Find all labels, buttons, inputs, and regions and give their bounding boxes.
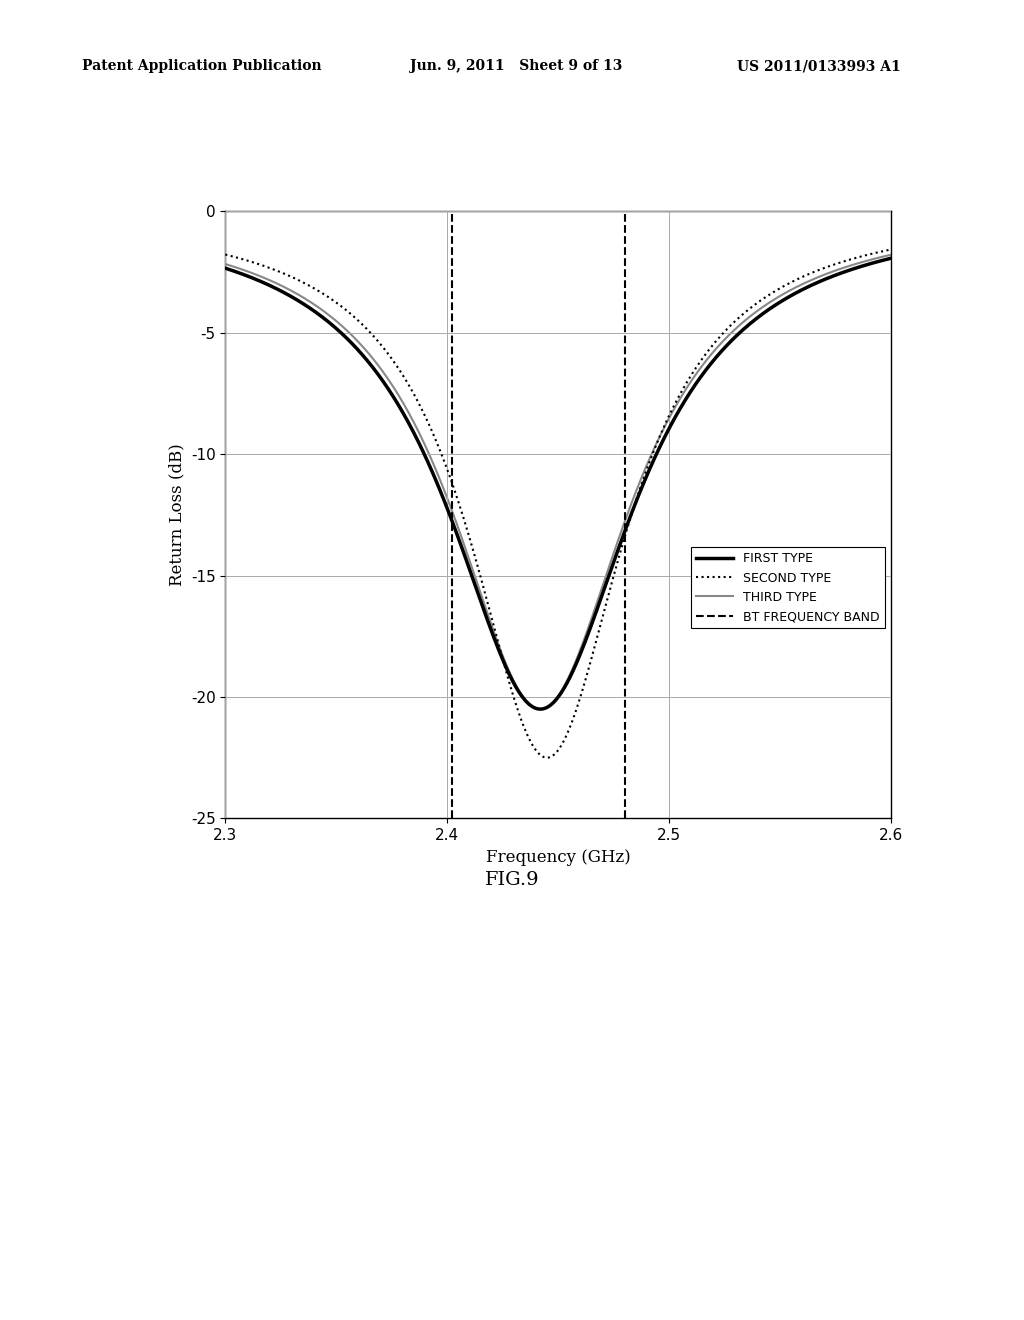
Text: Patent Application Publication: Patent Application Publication [82,59,322,74]
X-axis label: Frequency (GHz): Frequency (GHz) [485,849,631,866]
Legend: FIRST TYPE, SECOND TYPE, THIRD TYPE, BT FREQUENCY BAND: FIRST TYPE, SECOND TYPE, THIRD TYPE, BT … [690,548,885,628]
Y-axis label: Return Loss (dB): Return Loss (dB) [168,444,185,586]
Text: FIG.9: FIG.9 [484,871,540,890]
Text: Jun. 9, 2011   Sheet 9 of 13: Jun. 9, 2011 Sheet 9 of 13 [410,59,622,74]
Text: US 2011/0133993 A1: US 2011/0133993 A1 [737,59,901,74]
